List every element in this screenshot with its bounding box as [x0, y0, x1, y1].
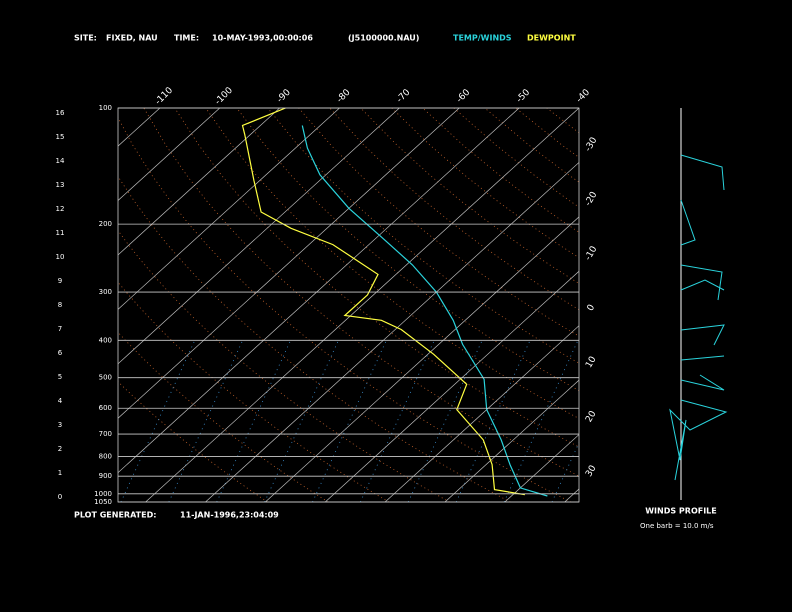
wind-barb [680, 199, 696, 246]
grid-line [444, 379, 579, 502]
y-tick-label: 300 [99, 288, 112, 296]
y-tick-label: 800 [99, 452, 112, 460]
y-tick-label: 1000 [94, 490, 112, 498]
mixing-ratio [407, 340, 483, 502]
grid-line [118, 108, 340, 310]
mixing-ratio [120, 340, 196, 502]
z-tick-label: 5 [58, 373, 62, 381]
y-tick-label: 600 [99, 404, 112, 412]
grid-line [265, 216, 579, 502]
y-tick-label: 1050 [94, 498, 112, 506]
y-tick-label: 400 [99, 336, 112, 344]
file: (J5100000.NAU) [348, 34, 419, 43]
grid-line [118, 108, 520, 474]
wind-barbs [669, 108, 728, 500]
z-tick-label: 1 [58, 469, 62, 477]
dry-adiabat [143, 108, 579, 477]
mixing-ratio [168, 340, 244, 502]
grid-line [118, 108, 400, 365]
dry-adiabat [118, 281, 390, 502]
legend-entry: TEMP/WINDS [453, 34, 512, 43]
grid-line [324, 270, 579, 502]
z-tick-label: 13 [56, 181, 65, 189]
site-label: SITE: [74, 34, 97, 43]
z-tick-label: 4 [58, 397, 63, 405]
z-tick-label: 14 [56, 157, 65, 165]
mixing-ratio [264, 340, 339, 502]
site: FIXED, NAU [106, 34, 158, 43]
wind-barb [669, 399, 728, 481]
profile-line [241, 108, 525, 496]
grid-line [504, 434, 579, 502]
wind-barb [680, 355, 725, 361]
time-label: TIME: [174, 34, 199, 43]
grid-line [384, 325, 579, 502]
wind-title: WINDS PROFILE [645, 507, 717, 516]
y-tick-label: 700 [99, 430, 112, 438]
z-tick-label: 3 [58, 421, 62, 429]
y-tick-label: 100 [99, 104, 112, 112]
footer-time: 11-JAN-1996,23:04:09 [180, 511, 279, 520]
footer-label: PLOT GENERATED: [74, 511, 156, 520]
wind-barb [680, 279, 725, 291]
dry-adiabat [205, 108, 579, 419]
y-tick-label: 900 [99, 472, 112, 480]
time: 10-MAY-1993,00:00:06 [212, 34, 313, 43]
legend-entry: DEWPOINT [527, 34, 576, 43]
wind-barb [680, 374, 725, 391]
z-tick-label: 11 [56, 229, 65, 237]
mixing-ratio [503, 340, 579, 502]
z-tick-label: 2 [58, 445, 62, 453]
mixing-ratio [312, 340, 387, 502]
dry-adiabat [118, 381, 268, 502]
grid-line [145, 108, 579, 502]
z-tick-label: 9 [58, 277, 62, 285]
wind-note: One barb = 10.0 m/s [640, 522, 714, 530]
wind-barb [680, 154, 725, 191]
z-tick-label: 16 [56, 109, 65, 117]
mixing-ratio [360, 340, 435, 502]
y-tick-label: 200 [99, 220, 112, 228]
plot-frame [117, 107, 580, 503]
wind-barb [680, 324, 725, 346]
z-tick-label: 10 [56, 253, 65, 261]
grid-line [205, 161, 579, 502]
y-tick-label: 500 [99, 374, 112, 382]
z-tick-label: 0 [58, 493, 62, 501]
grid-line [118, 108, 280, 256]
grid-line [118, 108, 460, 419]
dry-adiabat [118, 116, 572, 502]
z-tick-label: 12 [56, 205, 65, 213]
x-tick-label: 0 [586, 303, 598, 313]
z-tick-label: 15 [56, 133, 65, 141]
wind-barb [680, 264, 723, 301]
grid-line [118, 108, 221, 201]
plot-area [118, 108, 579, 502]
mixing-ratio [551, 441, 579, 502]
z-tick-label: 7 [58, 325, 62, 333]
z-tick-label: 8 [58, 301, 62, 309]
z-tick-label: 6 [58, 349, 63, 357]
